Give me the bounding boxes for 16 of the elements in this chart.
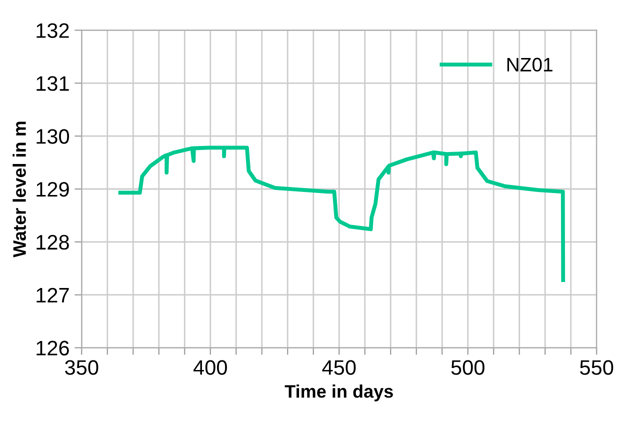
x-tick-label: 350 — [65, 360, 98, 375]
x-tick-label: 550 — [580, 360, 614, 375]
x-tick-label: 400 — [193, 360, 227, 375]
y-tick-label: 131 — [36, 76, 69, 91]
y-tick-label: 126 — [36, 340, 69, 356]
y-tick-label: 128 — [36, 234, 69, 250]
y-tick-label: 132 — [36, 23, 69, 38]
y-tick-label: 129 — [36, 182, 69, 197]
x-tick-label: 450 — [322, 360, 356, 375]
legend-label: NZ01 — [507, 58, 552, 72]
y-axis-title: Water level in m — [12, 122, 26, 258]
line-series — [118, 146, 566, 282]
x-tick-label: 500 — [451, 360, 484, 375]
x-axis-title: Time in days — [284, 384, 393, 402]
y-tick-label: 127 — [36, 288, 69, 302]
y-tick-label: 130 — [36, 129, 70, 144]
